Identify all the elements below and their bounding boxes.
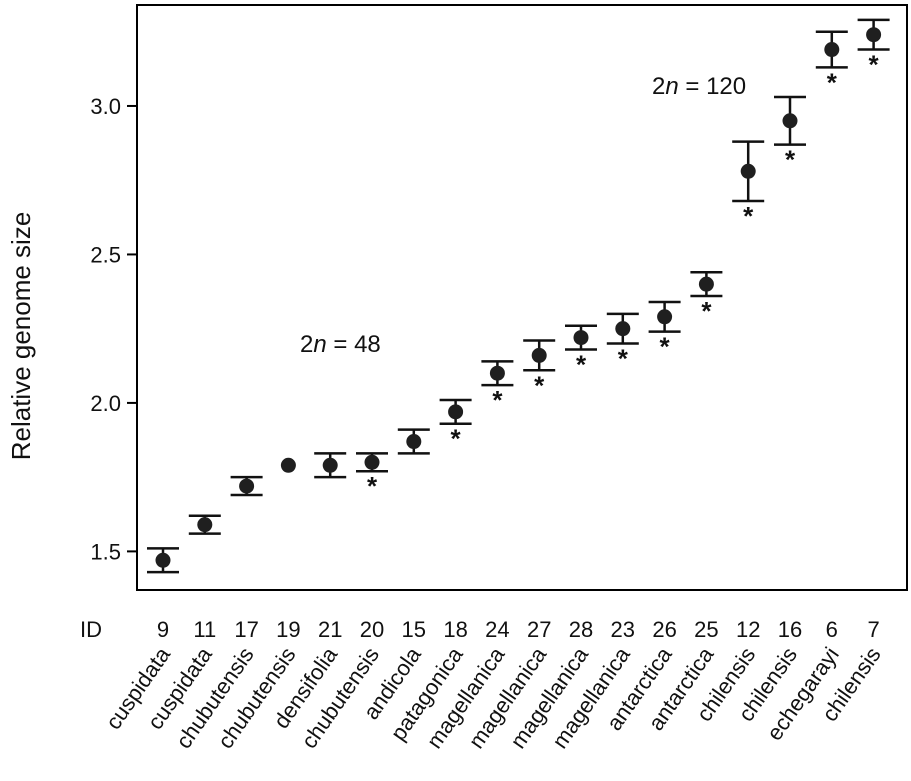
point-marker: [280, 457, 296, 473]
point-marker: [406, 434, 422, 450]
data-point-23: *: [606, 312, 639, 374]
data-point-6: *: [815, 30, 848, 97]
id-label: 24: [485, 617, 509, 642]
id-prefix-label: ID: [80, 617, 102, 642]
point-marker: [782, 113, 798, 129]
data-point-9: [147, 547, 179, 574]
data-point-18: *: [439, 398, 472, 454]
id-label: 9: [157, 617, 169, 642]
significance-star: *: [367, 471, 378, 501]
point-marker: [489, 365, 505, 381]
point-marker: [531, 347, 547, 363]
y-tick-label: 2.0: [90, 391, 121, 416]
point-marker: [155, 552, 171, 568]
data-marks: * * * * * * * * * * * *: [147, 18, 890, 574]
id-label: 25: [694, 617, 718, 642]
significance-star: *: [869, 50, 880, 80]
point-marker: [615, 321, 631, 337]
y-tick-label: 2.5: [90, 242, 121, 267]
significance-star: *: [743, 201, 754, 231]
significance-star: *: [660, 332, 671, 362]
data-point-12: *: [732, 140, 765, 231]
data-point-17: [230, 475, 263, 497]
data-point-20: *: [356, 452, 388, 501]
data-point-25: *: [690, 271, 723, 326]
point-marker: [197, 517, 213, 533]
id-label: 23: [611, 617, 635, 642]
point-marker: [322, 457, 338, 473]
data-point-11: [188, 514, 221, 535]
annotations: 2n = 48 2n = 120: [300, 73, 746, 358]
data-point-26: *: [648, 300, 681, 362]
point-marker: [657, 309, 673, 325]
id-label: 27: [527, 617, 551, 642]
id-label: 17: [234, 617, 258, 642]
id-label: 7: [867, 617, 879, 642]
point-marker: [448, 404, 464, 420]
ploidy-annotation: 2n = 48: [300, 331, 381, 358]
point-marker: [239, 478, 255, 494]
y-tick-label: 1.5: [90, 539, 121, 564]
significance-star: *: [492, 385, 503, 415]
id-label: 6: [826, 617, 838, 642]
data-point-16: *: [774, 95, 806, 175]
id-label: 26: [652, 617, 676, 642]
id-label: 12: [736, 617, 760, 642]
significance-star: *: [827, 67, 838, 97]
point-marker: [364, 454, 380, 470]
plot-frame: [136, 4, 908, 591]
y-axis-label: Relative genome size: [6, 212, 36, 461]
id-label: 18: [443, 617, 467, 642]
significance-star: *: [701, 296, 712, 326]
point-marker: [573, 330, 589, 346]
point-marker: [866, 27, 882, 43]
id-label: 20: [360, 617, 384, 642]
data-point-24: *: [481, 360, 514, 415]
ploidy-annotation: 2n = 120: [652, 73, 746, 100]
significance-star: *: [451, 424, 462, 454]
y-axis: 1.5 2.0 2.5 3.0: [90, 94, 137, 564]
data-point-28: *: [565, 324, 597, 379]
significance-star: *: [785, 145, 796, 175]
id-label: 21: [318, 617, 342, 642]
id-label: 19: [276, 617, 300, 642]
point-marker: [824, 42, 840, 58]
x-labels: 9cuspidata11cuspidata17chubutensis19chub…: [101, 617, 886, 753]
point-marker: [698, 276, 714, 292]
significance-star: *: [576, 349, 587, 379]
id-label: 11: [193, 617, 216, 642]
significance-star: *: [618, 344, 629, 374]
data-point-15: [397, 428, 430, 455]
data-point-27: *: [523, 339, 556, 400]
point-marker: [740, 163, 756, 179]
data-point-7: *: [857, 18, 890, 80]
significance-star: *: [534, 370, 545, 400]
id-label: 28: [569, 617, 593, 642]
data-point-21: [314, 452, 347, 479]
id-label: 16: [778, 617, 802, 642]
id-label: 15: [402, 617, 426, 642]
y-tick-label: 3.0: [90, 94, 121, 119]
data-point-19: [280, 457, 296, 473]
